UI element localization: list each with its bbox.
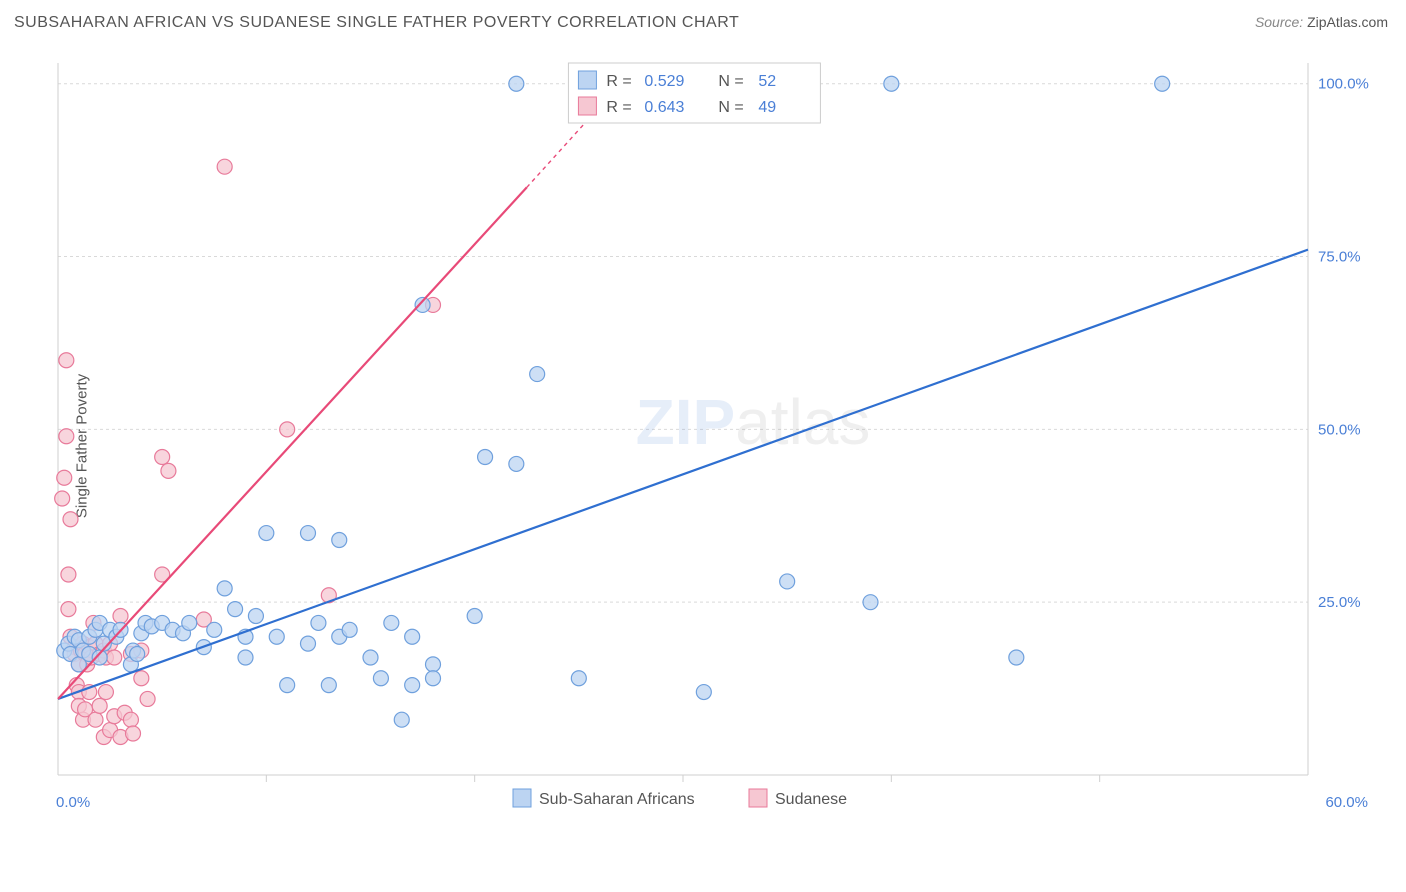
scatter-point xyxy=(426,657,441,672)
trend-line-subsaharan xyxy=(58,250,1308,699)
scatter-point xyxy=(509,76,524,91)
scatter-point xyxy=(1009,650,1024,665)
source-label: Source: xyxy=(1255,14,1303,30)
scatter-point xyxy=(405,629,420,644)
legend-swatch xyxy=(749,789,767,807)
scatter-point xyxy=(384,615,399,630)
legend-r-label: R = xyxy=(606,73,631,90)
scatter-point xyxy=(884,76,899,91)
legend-swatch xyxy=(578,71,596,89)
scatter-point xyxy=(55,491,70,506)
scatter-point xyxy=(57,470,72,485)
scatter-point xyxy=(530,367,545,382)
scatter-point xyxy=(321,678,336,693)
scatter-point xyxy=(140,691,155,706)
legend-r-value: 0.529 xyxy=(644,73,684,90)
scatter-point xyxy=(394,712,409,727)
scatter-point xyxy=(301,526,316,541)
scatter-point xyxy=(155,450,170,465)
scatter-point xyxy=(863,595,878,610)
scatter-point xyxy=(98,685,113,700)
scatter-point xyxy=(301,636,316,651)
scatter-point xyxy=(123,712,138,727)
header: SUBSAHARAN AFRICAN VS SUDANESE SINGLE FA… xyxy=(0,0,1406,42)
scatter-point xyxy=(696,685,711,700)
legend-r-label: R = xyxy=(606,99,631,116)
scatter-point xyxy=(571,671,586,686)
legend-n-label: N = xyxy=(718,99,743,116)
scatter-point xyxy=(107,650,122,665)
scatter-point xyxy=(238,650,253,665)
scatter-point xyxy=(61,567,76,582)
legend-r-value: 0.643 xyxy=(644,99,684,116)
scatter-point xyxy=(509,456,524,471)
scatter-point xyxy=(88,712,103,727)
scatter-point xyxy=(61,602,76,617)
legend-swatch xyxy=(513,789,531,807)
scatter-point xyxy=(217,159,232,174)
scatter-point xyxy=(63,512,78,527)
scatter-point xyxy=(207,622,222,637)
scatter-point xyxy=(92,698,107,713)
scatter-point xyxy=(373,671,388,686)
legend-series-label: Sudanese xyxy=(775,791,847,808)
scatter-point xyxy=(161,463,176,478)
x-tick-label: 60.0% xyxy=(1325,794,1368,811)
scatter-point xyxy=(248,609,263,624)
scatter-point xyxy=(130,647,145,662)
scatter-point xyxy=(269,629,284,644)
scatter-point xyxy=(280,678,295,693)
scatter-point xyxy=(342,622,357,637)
legend-n-value: 49 xyxy=(758,99,776,116)
source: Source: ZipAtlas.com xyxy=(1255,14,1388,30)
scatter-point xyxy=(59,429,74,444)
scatter-point xyxy=(182,615,197,630)
scatter-point xyxy=(217,581,232,596)
y-tick-label: 100.0% xyxy=(1318,76,1369,93)
scatter-point xyxy=(59,353,74,368)
scatter-point xyxy=(259,526,274,541)
trend-line-sudanese xyxy=(58,187,527,699)
scatter-point xyxy=(467,609,482,624)
scatter-point xyxy=(332,532,347,547)
scatter-point xyxy=(478,450,493,465)
chart-title: SUBSAHARAN AFRICAN VS SUDANESE SINGLE FA… xyxy=(14,14,739,32)
scatter-point xyxy=(426,671,441,686)
legend-n-value: 52 xyxy=(758,73,776,90)
scatter-point xyxy=(113,609,128,624)
watermark: ZIPatlas xyxy=(636,386,871,458)
x-tick-label: 0.0% xyxy=(56,794,90,811)
y-tick-label: 25.0% xyxy=(1318,594,1361,611)
legend-n-label: N = xyxy=(718,73,743,90)
scatter-chart: 25.0% 50.0% 75.0% 100.0% ZIPatlas R = 0.529 N =… xyxy=(48,55,1388,830)
scatter-point xyxy=(280,422,295,437)
scatter-point xyxy=(780,574,795,589)
scatter-point xyxy=(228,602,243,617)
scatter-point xyxy=(405,678,420,693)
scatter-point xyxy=(126,726,141,741)
scatter-point xyxy=(363,650,378,665)
legend-series-label: Sub-Saharan Africans xyxy=(539,791,695,808)
scatter-point xyxy=(311,615,326,630)
y-tick-label: 50.0% xyxy=(1318,421,1361,438)
legend-swatch xyxy=(578,97,596,115)
y-tick-label: 75.0% xyxy=(1318,249,1361,266)
source-value: ZipAtlas.com xyxy=(1307,14,1388,30)
scatter-point xyxy=(134,671,149,686)
scatter-point xyxy=(1155,76,1170,91)
